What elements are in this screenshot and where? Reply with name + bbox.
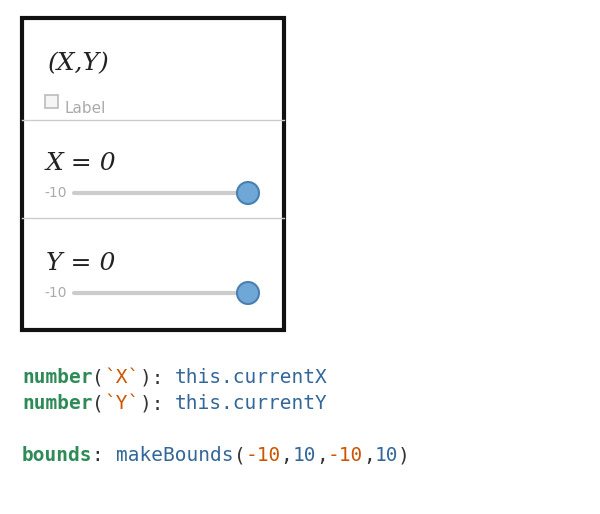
Text: ):: ):: [139, 394, 175, 413]
Text: number: number: [22, 368, 92, 387]
Text: Y = 0: Y = 0: [46, 252, 115, 275]
Text: `Y`: `Y`: [104, 394, 139, 413]
Text: makeBounds: makeBounds: [116, 446, 233, 465]
Text: (: (: [233, 446, 245, 465]
Ellipse shape: [237, 282, 259, 304]
Text: (X,Y): (X,Y): [48, 52, 110, 75]
Text: bounds: bounds: [22, 446, 92, 465]
Text: 10: 10: [374, 446, 398, 465]
Text: ,: ,: [316, 446, 328, 465]
Bar: [22, 18, 284, 330]
Text: ,: ,: [281, 446, 292, 465]
Text: ):: ):: [139, 368, 175, 387]
Text: `X`: `X`: [104, 368, 139, 387]
Text: (: (: [92, 368, 104, 387]
Text: -10: -10: [44, 186, 67, 200]
Text: :: :: [92, 446, 116, 465]
Text: 10: 10: [292, 446, 316, 465]
Text: ): ): [398, 446, 410, 465]
Text: this.currentY: this.currentY: [175, 394, 328, 413]
Text: (: (: [92, 394, 104, 413]
Text: Label: Label: [65, 101, 106, 116]
Text: -10: -10: [245, 446, 281, 465]
Text: number: number: [22, 394, 92, 413]
Text: -10: -10: [328, 446, 363, 465]
Text: X = 0: X = 0: [46, 152, 116, 175]
Ellipse shape: [237, 182, 259, 204]
Text: this.currentX: this.currentX: [175, 368, 328, 387]
Bar: [45, 95, 58, 108]
Text: -10: -10: [44, 286, 67, 300]
Text: ,: ,: [363, 446, 374, 465]
